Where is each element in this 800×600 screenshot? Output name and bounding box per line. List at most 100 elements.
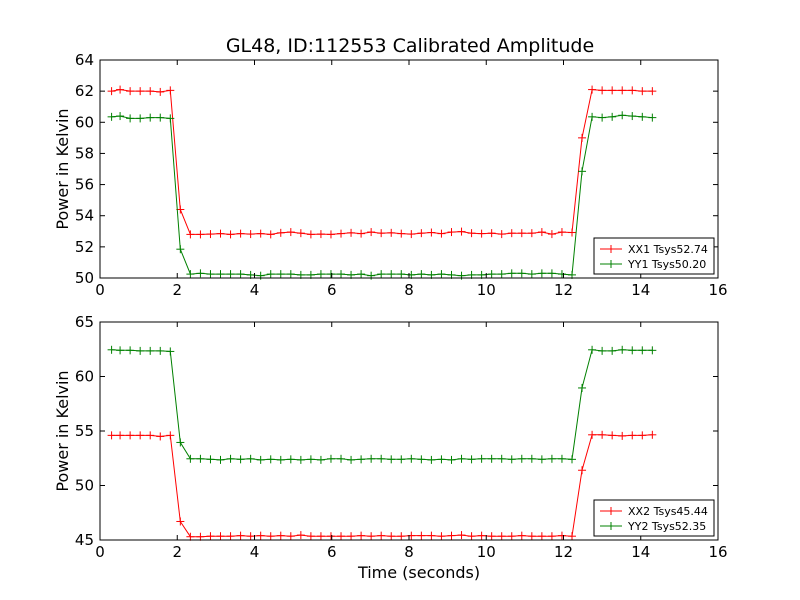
bottom-panel-series [107,345,657,541]
top-panel-data-point [266,230,275,239]
bottom-panel-data-point [206,532,215,541]
top-panel-data-point [337,270,346,279]
bottom-panel-xtick-label: 12 [554,543,573,561]
top-panel-data-point [638,87,647,96]
top-panel-data-point [107,112,116,121]
bottom-panel-data-point [246,532,255,541]
top-panel-data-point [547,230,556,239]
bottom-panel-legend-item: XX2 Tsys45.44 [600,505,708,518]
bottom-panel-data-point [276,531,285,540]
top-panel-data-point [527,270,536,279]
top-panel-data-point [618,111,627,120]
top-panel-data-point [497,270,506,279]
bottom-panel-xtick-label: 14 [631,543,650,561]
bottom-panel-data-point [628,431,637,440]
bottom-panel-data-point [588,430,597,439]
bottom-panel-data-point [226,454,235,463]
bottom-panel-legend: XX2 Tsys45.44 YY2 Tsys52.35 [593,499,715,537]
bottom-panel-data-point [387,532,396,541]
bottom-panel-ytick-label: 45 [75,531,94,549]
top-panel-data-point [387,228,396,237]
bottom-panel-data-point [186,454,195,463]
bottom-panel-data-point [246,454,255,463]
top-panel-data-point [467,229,476,238]
top-panel-data-point [126,87,135,96]
top-panel-data-point [156,113,165,122]
top-panel-legend-label: YY1 Tsys50.20 [627,258,706,271]
bottom-panel-data-point [638,346,647,355]
top-panel-data-point [256,229,265,238]
bottom-panel-data-point [326,454,335,463]
top-panel-data-point [588,112,597,121]
top-panel-data-point [557,228,566,237]
top-panel-data-point [618,86,627,95]
top-panel-data-point [487,270,496,279]
top-panel-data-point [116,85,125,94]
bottom-panel-data-point [547,454,556,463]
top-panel-data-point [116,112,125,121]
top-panel-xtick-label: 0 [95,281,105,299]
bottom-panel-data-point [457,531,466,540]
top-panel-data-point [236,270,245,279]
bottom-panel-data-point [296,531,305,540]
bottom-panel-data-point [437,532,446,541]
bottom-panel-data-point [557,531,566,540]
bottom-panel-xtick-label: 2 [172,543,182,561]
top-panel-data-point [136,87,145,96]
bottom-panel-data-point [286,532,295,541]
bottom-panel-data-point [447,531,456,540]
bottom-panel-data-point [578,466,587,475]
bottom-panel-data-point [417,531,426,540]
bottom-panel-data-point [648,346,657,355]
top-panel-data-point [497,230,506,239]
bottom-panel-xtick-label: 10 [477,543,496,561]
bottom-panel-data-point [437,455,446,464]
bottom-panel-data-point [387,455,396,464]
top-panel-data-point [326,230,335,239]
bottom-panel-data-point [166,347,175,356]
top-panel-data-point [547,269,556,278]
bottom-panel-data-point [487,454,496,463]
bottom-panel-data-point [598,430,607,439]
bottom-panel-data-point [517,531,526,540]
bottom-panel-data-point [507,455,516,464]
bottom-panel-data-point [517,454,526,463]
top-panel-data-point [557,270,566,279]
top-panel-xtick-label: 8 [404,281,414,299]
bottom-panel-data-point [256,531,265,540]
top-panel-legend-label: XX1 Tsys52.74 [628,243,708,256]
bottom-panel-data-point [547,532,556,541]
bottom-panel-data-point [537,455,546,464]
top-panel-data-point [286,228,295,237]
top-panel-data-point [316,230,325,239]
bottom-panel-data-point [497,454,506,463]
bottom-panel-data-point [618,345,627,354]
top-panel-legend-item: YY1 Tsys50.20 [600,258,706,271]
bottom-panel-data-point [638,431,647,440]
top-panel: 0 2 4 6 8 10 12 14 16 50 52 54 56 58 60 62 64 Power in K… [53,51,728,299]
top-panel-data-point [337,229,346,238]
bottom-panel-data-point [206,455,215,464]
bottom-panel-data-point [256,455,265,464]
bottom-panel-legend-item: YY2 Tsys52.35 [600,520,706,533]
bottom-panel-data-point [467,455,476,464]
bottom-panel-legend-label: XX2 Tsys45.44 [628,505,708,518]
top-panel-data-point [517,269,526,278]
top-panel-data-point [377,270,386,279]
bottom-panel-data-point [306,455,315,464]
bottom-panel-data-point [216,532,225,541]
top-panel-data-point [598,86,607,95]
top-panel-xtick-label: 14 [631,281,650,299]
bottom-panel-data-point [527,532,536,541]
top-panel-xtick-label: 16 [708,281,727,299]
bottom-panel-data-point [316,532,325,541]
bottom-panel-ylabel: Power in Kelvin [53,370,72,491]
top-panel-data-point [407,230,416,239]
top-panel-xtick-label: 12 [554,281,573,299]
bottom-panel-data-point [116,346,125,355]
bottom-panel-data-point [107,345,116,354]
bottom-panel-data-point [347,532,356,541]
top-panel-data-point [136,114,145,123]
top-panel-data-point [186,270,195,279]
